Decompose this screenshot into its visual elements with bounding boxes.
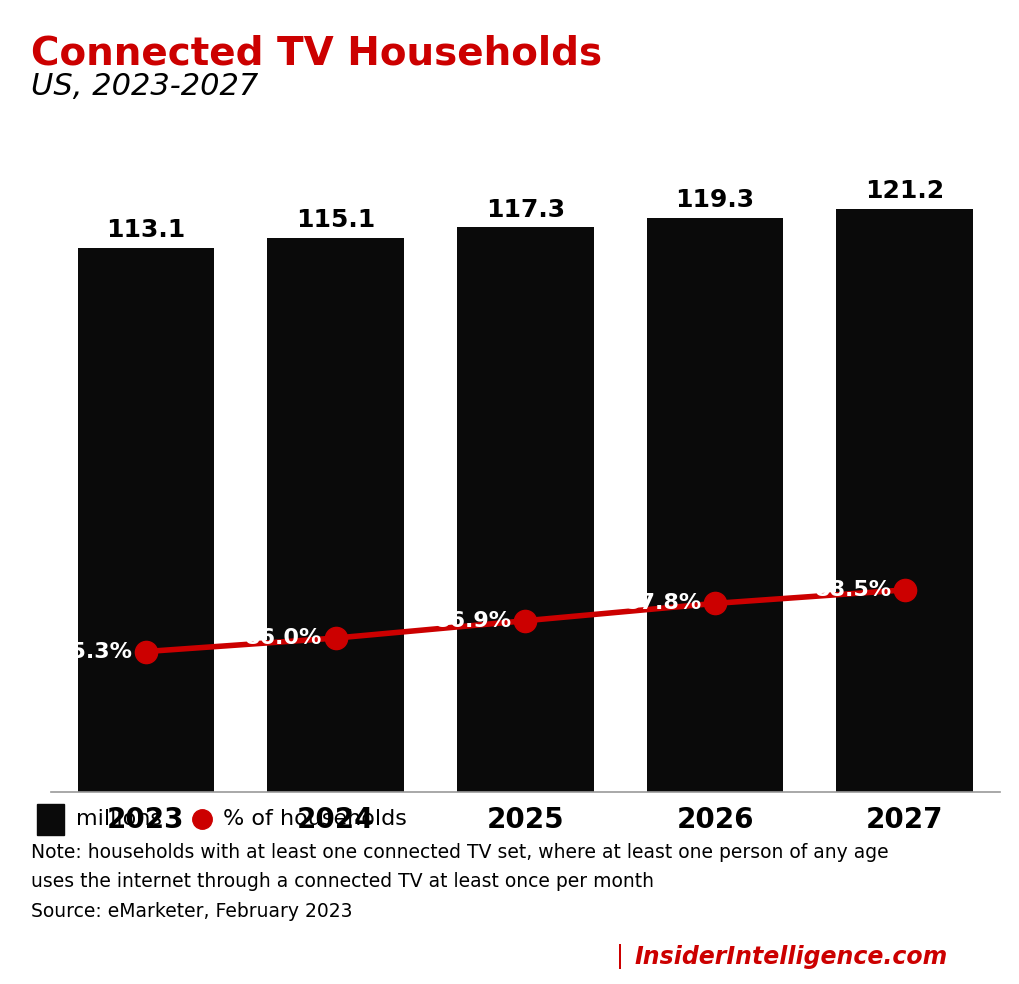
Text: 119.3: 119.3 [675, 188, 754, 212]
Bar [267, 238, 404, 792]
Text: 115.1: 115.1 [296, 209, 375, 232]
Text: Note: households with at least one connected TV set, where at least one person o: Note: households with at least one conne… [31, 843, 888, 862]
Text: 87.8%: 87.8% [624, 593, 701, 613]
Text: uses the internet through a connected TV at least once per month: uses the internet through a connected TV… [31, 873, 653, 892]
Text: US, 2023-2027: US, 2023-2027 [31, 72, 258, 101]
Bar [37, 804, 64, 834]
Text: 113.1: 113.1 [106, 217, 185, 242]
Bar [77, 248, 214, 792]
Text: 121.2: 121.2 [864, 179, 944, 203]
Text: % of households: % of households [223, 809, 407, 830]
Bar [457, 227, 593, 792]
Text: 117.3: 117.3 [485, 198, 565, 221]
Text: eMarketer: eMarketer [470, 945, 606, 968]
Text: 88.5%: 88.5% [813, 580, 891, 600]
Text: 85.3%: 85.3% [55, 642, 132, 661]
Text: InsiderIntelligence.com: InsiderIntelligence.com [634, 945, 947, 968]
Bar [836, 209, 972, 792]
Text: 86.9%: 86.9% [434, 611, 512, 631]
Text: Connected TV Households: Connected TV Households [31, 34, 601, 73]
Bar [646, 217, 783, 792]
Text: |: | [615, 944, 624, 969]
Text: 86.0%: 86.0% [245, 628, 322, 648]
Text: Source: eMarketer, February 2023: Source: eMarketer, February 2023 [31, 901, 352, 921]
Text: millions: millions [76, 809, 162, 830]
